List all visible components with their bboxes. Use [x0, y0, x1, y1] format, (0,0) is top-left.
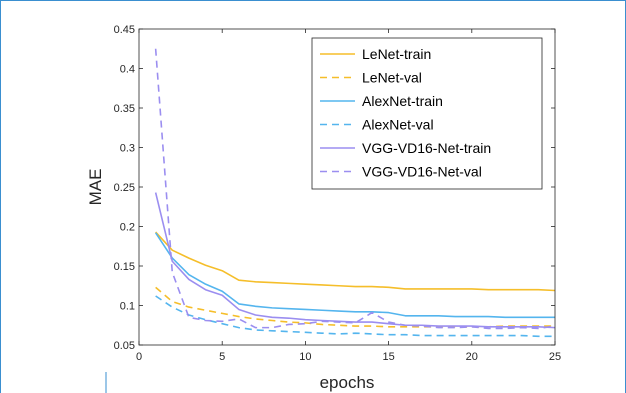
legend-label: LeNet-val [362, 70, 422, 86]
series-line-vgg-vd16-net-train [154, 192, 556, 329]
x-tick-label: 15 [382, 351, 394, 363]
y-tick-label: 0.1 [120, 301, 135, 313]
x-tick-label: 0 [136, 351, 142, 363]
x-tick-label: 25 [549, 351, 561, 363]
legend-label: VGG-VD16-Net-train [362, 140, 491, 156]
series-line-alexnet-train [154, 232, 555, 319]
y-tick-label: 0.05 [114, 340, 135, 352]
series-line-alexnet-val [155, 295, 555, 338]
legend: LeNet-train LeNet-val AlexNet-train AlexNet… [311, 37, 543, 190]
series-layer [154, 48, 556, 338]
y-axis-title: MAE [86, 169, 105, 206]
legend-label: VGG-VD16-Net-val [362, 164, 482, 180]
legend-box [311, 37, 543, 190]
series-line-vgg-vd16-net-val [154, 48, 556, 330]
legend-label: LeNet-train [362, 46, 431, 62]
legend-label: AlexNet-val [362, 117, 434, 133]
x-tick-label: 5 [219, 351, 225, 363]
y-tick-label: 0.3 [120, 143, 135, 155]
y-tick-label: 0.25 [114, 182, 135, 194]
y-tick-label: 0.15 [114, 261, 135, 273]
x-tick-label: 20 [466, 351, 478, 363]
x-axis-title: epochs [320, 373, 375, 392]
x-tick-label: 10 [299, 351, 311, 363]
y-tick-label: 0.4 [120, 64, 135, 76]
tick-layer: 0 5 10 15 20 25 0.05 0.1 0.15 0.2 0.25 0.3 0.35 0.4 0.… [114, 24, 562, 363]
y-tick-label: 0.2 [120, 222, 135, 234]
y-tick-label: 0.35 [114, 103, 135, 115]
series-line-lenet-train [155, 231, 556, 292]
legend-label: AlexNet-train [362, 93, 443, 109]
y-tick-label: 0.45 [114, 24, 135, 36]
